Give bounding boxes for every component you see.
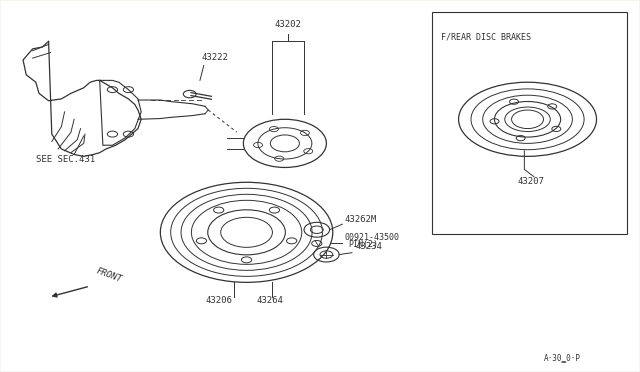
Bar bbox=[432, 12, 627, 234]
Text: 43222: 43222 bbox=[202, 53, 228, 62]
Text: A·30‗0·P: A·30‗0·P bbox=[544, 353, 581, 362]
Text: 43264: 43264 bbox=[256, 296, 283, 305]
Text: PIN(2): PIN(2) bbox=[349, 240, 379, 249]
Text: 43207: 43207 bbox=[517, 177, 544, 186]
Text: FRONT: FRONT bbox=[95, 266, 124, 283]
Text: 43206: 43206 bbox=[205, 296, 232, 305]
Text: 43262M: 43262M bbox=[344, 215, 376, 224]
Text: SEE SEC.431: SEE SEC.431 bbox=[36, 155, 95, 164]
Text: F/REAR DISC BRAKES: F/REAR DISC BRAKES bbox=[442, 32, 531, 41]
Text: 43234: 43234 bbox=[355, 242, 382, 251]
Text: 43202: 43202 bbox=[275, 20, 301, 29]
Text: 00921-43500: 00921-43500 bbox=[344, 234, 399, 243]
